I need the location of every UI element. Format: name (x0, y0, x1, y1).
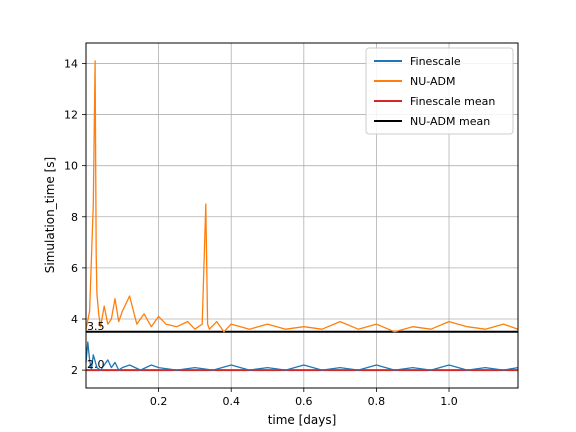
mean-lines (86, 330, 518, 372)
y-tick-label: 10 (64, 160, 78, 173)
series-line-nu-adm (85, 60, 519, 333)
legend-label: Finescale mean (410, 95, 495, 108)
y-axis-ticks: 2 4 6 8 10 12 14 (64, 57, 86, 377)
mean-annotation: 2.0 (87, 358, 105, 371)
legend-label: NU-ADM (410, 75, 456, 88)
legend-box (365, 47, 514, 135)
mean-annotation: 3.5 (87, 320, 105, 333)
series-line-finescale (85, 341, 519, 371)
y-tick-label: 2 (71, 364, 78, 377)
x-tick-label: 0.4 (222, 395, 240, 408)
x-tick-label: 0.2 (150, 395, 168, 408)
y-tick-label: 6 (71, 262, 78, 275)
x-axis-ticks: 0.2 0.4 0.6 0.8 1.0 (150, 388, 458, 408)
y-tick-label: 8 (71, 211, 78, 224)
y-tick-label: 14 (64, 57, 78, 70)
x-axis-label: time [days] (268, 413, 337, 427)
x-tick-label: 1.0 (440, 395, 458, 408)
legend-label: NU-ADM mean (410, 115, 490, 128)
annotations: 3.5 2.0 (87, 320, 105, 371)
legend: Finescale NU-ADM Finescale mean NU-ADM mean (365, 47, 514, 135)
x-tick-label: 0.6 (295, 395, 313, 408)
plot-frame (85, 42, 519, 389)
x-tick-label: 0.8 (368, 395, 386, 408)
y-tick-label: 4 (71, 313, 78, 326)
y-axis-label: Simulation_time [s] (43, 157, 57, 273)
series-lines (85, 60, 519, 371)
y-tick-label: 12 (64, 109, 78, 122)
legend-label: Finescale (410, 55, 461, 68)
